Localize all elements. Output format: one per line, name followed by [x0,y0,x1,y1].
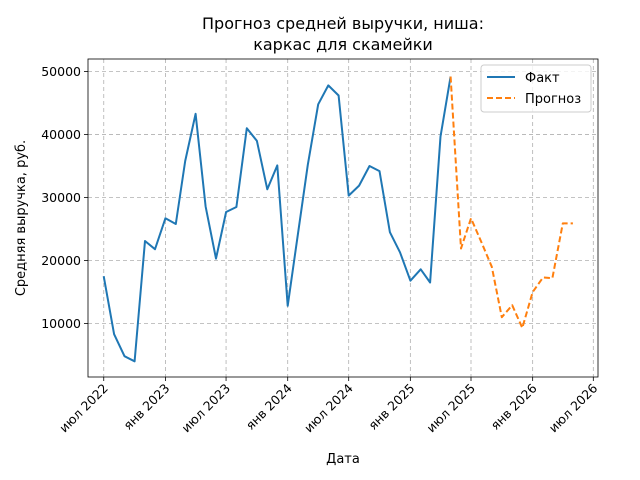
x-tick-label: янв 2024 [243,380,295,432]
y-tick-label: 10000 [41,316,81,331]
chart-title-line-1: Прогноз средней выручки, ниша: [202,14,484,33]
x-tick-label: янв 2025 [365,381,417,433]
x-tick-label: янв 2023 [120,381,172,433]
x-tick-label: июл 2023 [178,381,233,436]
x-axis-label: Дата [326,452,360,467]
x-axis-ticks: июл 2022 янв 2023 июл 2023 янв 2024 июл 2024… [56,377,600,435]
x-tick-label: июл 2024 [301,380,356,435]
fact-series-line [102,76,452,363]
x-tick-label: июл 2022 [56,381,111,436]
y-tick-label: 40000 [41,127,81,142]
y-axis-ticks: 10000 20000 30000 40000 50000 [41,64,88,331]
y-tick-label: 30000 [41,190,81,205]
x-tick-label: июл 2026 [546,380,601,435]
x-tick-label: янв 2026 [488,380,540,432]
y-axis-label: Средняя выручка, руб. [14,140,29,296]
series-layer [102,76,573,363]
legend-label-forecast: Прогноз [525,92,581,107]
legend: Факт Прогноз [480,64,592,113]
y-tick-label: 50000 [41,64,81,79]
chart-title-line-2: каркас для скамейки [253,35,433,54]
forecast-series-line [449,76,573,329]
legend-label-fact: Факт [525,71,560,86]
x-tick-label: июл 2025 [423,381,478,436]
y-tick-label: 20000 [41,253,81,268]
plot-frame [87,58,599,378]
